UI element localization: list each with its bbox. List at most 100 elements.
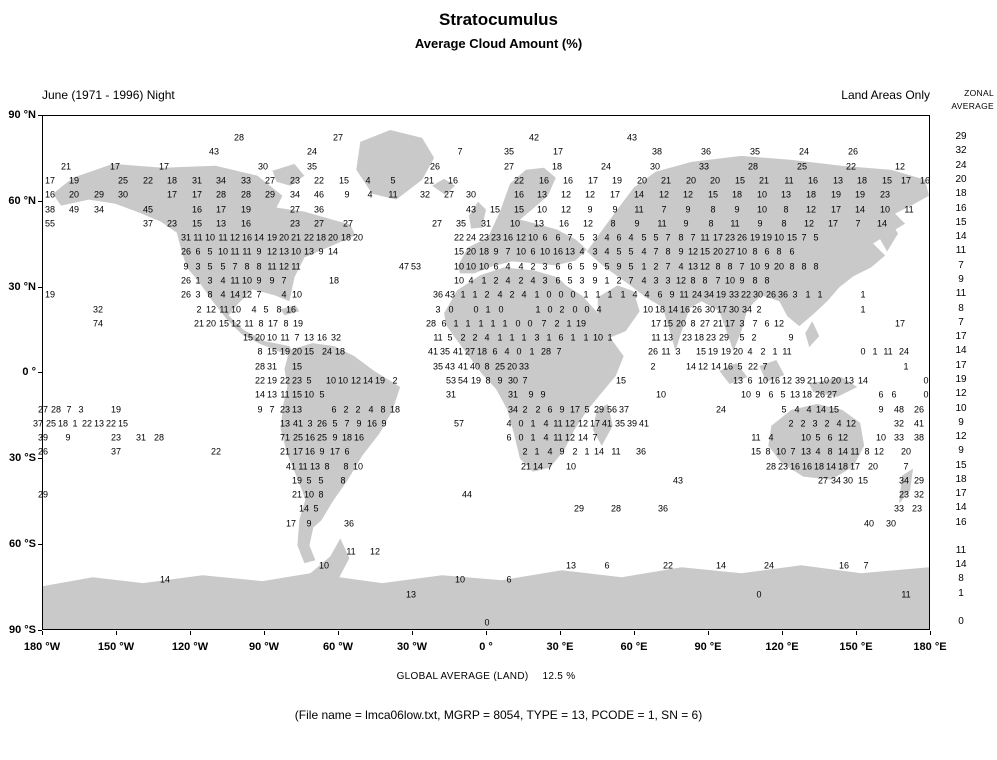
- grid-cell-value: 19: [749, 232, 761, 243]
- grid-cell-value: 2: [522, 404, 528, 415]
- grid-cell-value: 43: [208, 146, 220, 157]
- grid-cell-value: 17: [830, 204, 842, 215]
- grid-cell-value: 4: [604, 246, 610, 257]
- grid-cell-value: 6: [555, 275, 561, 286]
- grid-cell-value: 15: [291, 389, 303, 400]
- grid-cell-value: 43: [672, 475, 684, 486]
- lon-axis-tick: [782, 631, 783, 635]
- grid-cell-value: 34: [507, 404, 519, 415]
- grid-cell-value: 1: [460, 289, 466, 300]
- grid-cell-value: 8: [678, 232, 684, 243]
- grid-cell-value: 3: [207, 275, 213, 286]
- grid-cell-value: 10: [465, 261, 477, 272]
- grid-cell-value: 8: [340, 475, 346, 486]
- grid-cell-value: 3: [542, 275, 548, 286]
- grid-cell-value: 8: [610, 218, 616, 229]
- grid-cell-value: 10: [478, 261, 490, 272]
- zonal-average-value: 14: [955, 502, 967, 513]
- grid-cell-value: 21: [423, 175, 435, 186]
- grid-cell-value: 6: [747, 375, 753, 386]
- lon-axis-tick: [264, 631, 265, 635]
- zonal-average-value: 14: [955, 559, 967, 570]
- grid-cell-value: 10: [736, 246, 748, 257]
- grid-cell-value: 6: [891, 389, 897, 400]
- island-sumatra: [719, 363, 748, 384]
- grid-cell-value: 36: [343, 518, 355, 529]
- grid-cell-value: 8: [813, 261, 819, 272]
- grid-cell-value: 4: [768, 432, 774, 443]
- grid-cell-value: 5: [653, 232, 659, 243]
- grid-cell-value: 6: [344, 446, 350, 457]
- grid-cell-value: 20: [68, 189, 80, 200]
- grid-cell-value: 29: [913, 475, 925, 486]
- grid-cell-value: 37: [32, 418, 44, 429]
- grid-cell-value: 24: [798, 146, 810, 157]
- grid-cell-value: 23: [478, 232, 490, 243]
- grid-cell-value: 36: [777, 289, 789, 300]
- grid-cell-value: 10: [291, 289, 303, 300]
- grid-cell-value: 17: [827, 218, 839, 229]
- grid-cell-value: 6: [764, 318, 770, 329]
- grid-cell-value: 10: [318, 560, 330, 571]
- grid-cell-value: 17: [285, 518, 297, 529]
- zonal-average-value: 18: [955, 474, 967, 485]
- grid-cell-value: 14: [362, 375, 374, 386]
- grid-cell-value: 8: [485, 375, 491, 386]
- grid-cell-value: 27: [431, 218, 443, 229]
- grid-cell-value: 6: [493, 261, 499, 272]
- grid-cell-value: 10: [337, 375, 349, 386]
- grid-cell-value: 15: [266, 346, 278, 357]
- grid-cell-value: 17: [569, 404, 581, 415]
- grid-cell-value: 12: [773, 318, 785, 329]
- island-japan: [879, 219, 899, 252]
- grid-cell-value: 2: [760, 346, 766, 357]
- grid-cell-value: 23: [724, 232, 736, 243]
- grid-cell-value: 9: [257, 404, 263, 415]
- grid-cell-value: 10: [642, 304, 654, 315]
- grid-cell-value: 5: [306, 375, 312, 386]
- grid-cell-value: 0: [498, 304, 504, 315]
- grid-cell-value: 43: [444, 361, 456, 372]
- grid-cell-value: 5: [815, 432, 821, 443]
- zonal-average-value: 9: [958, 274, 964, 285]
- grid-cell-value: 19: [279, 346, 291, 357]
- grid-cell-value: 8: [801, 261, 807, 272]
- grid-cell-value: 6: [789, 246, 795, 257]
- grid-cell-value: 0: [860, 346, 866, 357]
- grid-cell-value: 22: [313, 175, 325, 186]
- grid-cell-value: 35: [455, 218, 467, 229]
- grid-cell-value: 2: [392, 375, 398, 386]
- grid-cell-value: 15: [699, 246, 711, 257]
- grid-cell-value: 1: [72, 418, 78, 429]
- grid-cell-value: 30: [649, 161, 661, 172]
- grid-cell-value: 29: [593, 404, 605, 415]
- grid-cell-value: 74: [92, 318, 104, 329]
- grid-cell-value: 19: [707, 346, 719, 357]
- zonal-average-value: 7: [958, 317, 964, 328]
- grid-cell-value: 10: [565, 461, 577, 472]
- grid-cell-value: 2: [616, 275, 622, 286]
- grid-cell-value: 7: [457, 146, 463, 157]
- grid-cell-value: 15: [338, 175, 350, 186]
- grid-cell-value: 1: [772, 346, 778, 357]
- grid-cell-value: 10: [509, 218, 521, 229]
- grid-cell-value: 7: [790, 446, 796, 457]
- grid-cell-value: 1: [490, 318, 496, 329]
- grid-cell-value: 11: [679, 289, 689, 300]
- grid-cell-value: 2: [788, 418, 794, 429]
- grid-cell-value: 4: [604, 232, 610, 243]
- grid-cell-value: 3: [195, 289, 201, 300]
- grid-cell-value: 9: [669, 289, 675, 300]
- continent-antarctica: [43, 538, 929, 629]
- grid-cell-value: 12: [584, 189, 596, 200]
- grid-cell-value: 21: [193, 318, 205, 329]
- grid-cell-value: 11: [230, 275, 240, 286]
- grid-cell-value: 0: [516, 346, 522, 357]
- grid-cell-value: 17: [849, 461, 861, 472]
- grid-cell-value: 8: [783, 204, 789, 215]
- grid-cell-value: 4: [365, 175, 371, 186]
- grid-cell-value: 5: [628, 246, 634, 257]
- island-new-zealand: [899, 468, 914, 504]
- grid-cell-value: 13: [303, 332, 315, 343]
- grid-cell-value: 0: [484, 617, 490, 628]
